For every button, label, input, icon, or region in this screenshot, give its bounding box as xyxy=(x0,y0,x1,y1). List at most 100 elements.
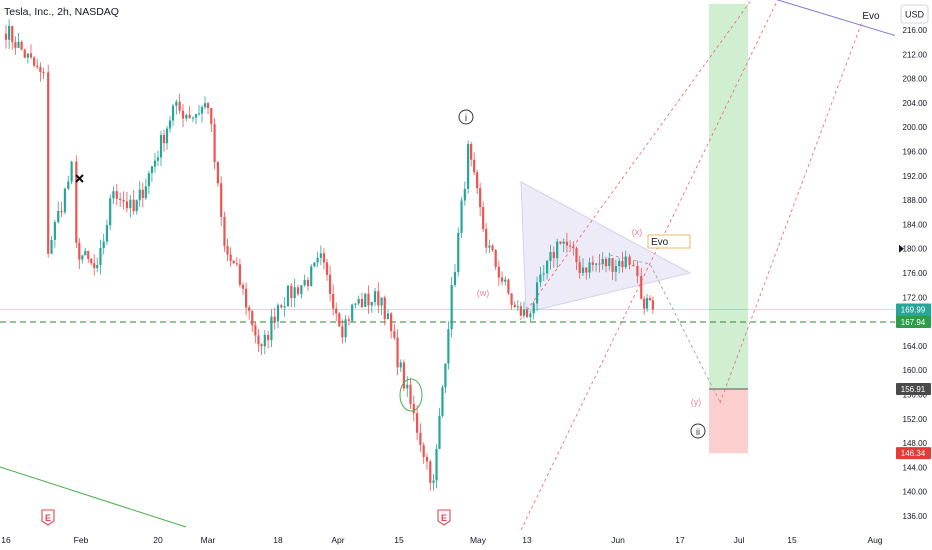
candle-body xyxy=(435,448,438,481)
candle xyxy=(393,323,396,341)
candle-body xyxy=(491,245,494,251)
candle xyxy=(306,276,310,291)
candle xyxy=(90,258,93,266)
candle xyxy=(648,295,652,301)
candle-body xyxy=(29,53,33,58)
candle xyxy=(402,359,406,391)
candle xyxy=(598,254,601,273)
candle-body xyxy=(351,304,354,321)
candle xyxy=(470,141,473,167)
candle-body xyxy=(614,266,617,272)
candle xyxy=(23,48,26,59)
candle-body xyxy=(559,241,562,244)
candle-body xyxy=(640,275,643,299)
candle xyxy=(310,264,313,287)
candle xyxy=(645,293,649,312)
candle xyxy=(370,301,373,313)
candle xyxy=(562,238,565,252)
price-tick: 208.00 xyxy=(903,75,928,84)
candle xyxy=(280,303,283,309)
candle xyxy=(216,160,219,187)
candle xyxy=(510,292,513,310)
candle-body xyxy=(78,242,81,260)
wave-w-label: (w) xyxy=(477,288,490,298)
candle-body xyxy=(200,107,204,114)
candle-body xyxy=(535,282,539,304)
current-price-text: 169.99 xyxy=(901,306,926,315)
candle-body xyxy=(393,331,396,338)
candle xyxy=(4,24,8,49)
price-tick: 216.00 xyxy=(903,26,928,35)
time-tick: 15 xyxy=(394,535,404,545)
candle-body xyxy=(460,200,463,233)
candle xyxy=(476,169,479,195)
candle xyxy=(552,246,555,268)
candle-body xyxy=(96,264,99,269)
candle-body xyxy=(377,291,380,306)
drawings xyxy=(0,0,901,531)
candle xyxy=(473,152,476,176)
price-tick: 152.00 xyxy=(903,415,928,424)
candle xyxy=(191,116,195,123)
candle xyxy=(513,301,516,308)
candle xyxy=(81,254,84,264)
entry-price-tag-text: 156.91 xyxy=(901,385,926,394)
candle-body xyxy=(191,117,195,119)
currency-button[interactable] xyxy=(900,4,929,24)
candle xyxy=(39,62,42,82)
candle xyxy=(460,196,463,239)
candle-body xyxy=(232,260,235,264)
candle-body xyxy=(296,287,300,295)
candle-body xyxy=(608,258,611,267)
wave-ii-circle xyxy=(690,423,706,439)
candle xyxy=(232,259,235,264)
candle-body xyxy=(138,189,141,201)
candle-body xyxy=(539,274,542,283)
candle xyxy=(29,44,33,60)
candle xyxy=(241,282,245,295)
stop-zone xyxy=(709,388,748,454)
time-axis[interactable]: 16 Feb 20 Mar 18 Apr 15 May 13 Jun 17 Jul 15 Aug xyxy=(0,530,932,550)
candle-body xyxy=(645,298,649,309)
candle xyxy=(447,321,450,370)
candle xyxy=(432,473,435,491)
candle xyxy=(380,297,383,316)
candle-body xyxy=(251,310,254,326)
candle xyxy=(153,152,157,173)
candle xyxy=(200,105,204,123)
candle-body xyxy=(618,260,621,267)
candle-body xyxy=(185,114,188,119)
candle xyxy=(341,319,344,344)
candle-body xyxy=(648,298,652,301)
candle xyxy=(383,295,386,326)
candle-body xyxy=(4,33,8,40)
candle xyxy=(122,191,125,210)
candle xyxy=(351,303,354,322)
candle xyxy=(364,293,367,307)
candle-body xyxy=(479,188,482,208)
candle xyxy=(125,191,129,213)
candle xyxy=(267,330,270,349)
candle-body xyxy=(99,248,102,265)
stop-price-tag xyxy=(896,447,931,460)
candle-body xyxy=(20,41,23,50)
candle-body xyxy=(556,241,559,259)
candle-body xyxy=(482,207,485,230)
candle xyxy=(178,93,181,114)
candle-body xyxy=(444,363,447,388)
wave-projection xyxy=(609,254,721,403)
candle-body xyxy=(306,279,310,287)
price-axis[interactable]: 216.00 212.00 208.00 204.00 200.00 196.00 192.… xyxy=(895,0,932,550)
candle xyxy=(47,64,50,258)
candle-body xyxy=(50,239,53,254)
candle xyxy=(276,303,280,329)
candle xyxy=(621,251,624,273)
time-tick: 16 xyxy=(1,535,11,545)
candle-body xyxy=(549,252,552,261)
channel-line-upper xyxy=(719,21,863,404)
candle xyxy=(135,199,138,215)
candle-body xyxy=(47,72,50,254)
candle-body xyxy=(53,222,56,240)
